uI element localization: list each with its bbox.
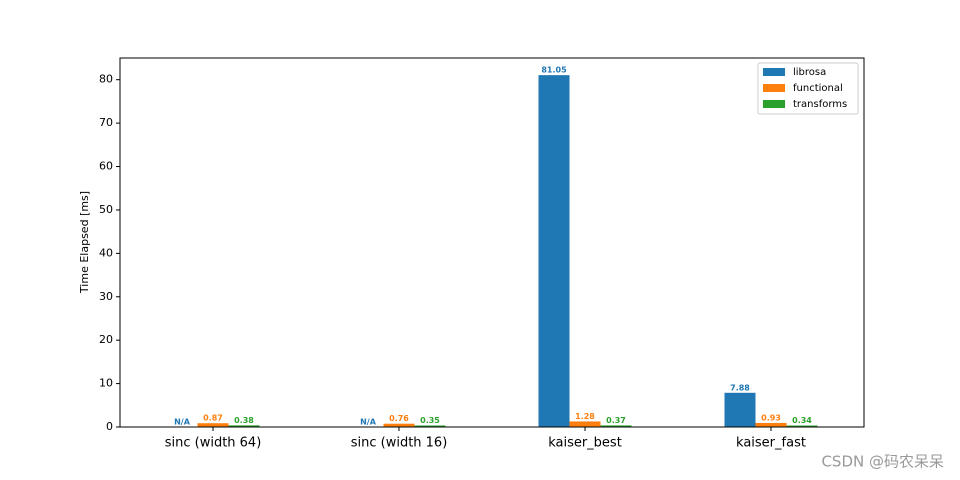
value-label: 7.88	[730, 383, 750, 392]
y-tick-label: 80	[99, 73, 113, 86]
legend-label: transforms	[793, 99, 847, 110]
bar	[755, 422, 787, 427]
value-label: 0.87	[203, 414, 223, 423]
value-label: N/A	[174, 418, 191, 427]
x-tick-label: sinc (width 64)	[165, 436, 262, 451]
bar	[538, 75, 570, 427]
value-label: 1.28	[575, 412, 595, 421]
bar	[600, 425, 632, 427]
legend-label: functional	[793, 83, 843, 94]
y-tick-label: 0	[106, 420, 113, 433]
watermark: CSDN @码农呆呆	[821, 453, 944, 471]
value-label: 0.76	[389, 414, 409, 423]
x-tick-label: kaiser_fast	[736, 436, 806, 451]
y-tick-label: 10	[99, 377, 113, 390]
value-label: 0.38	[234, 416, 254, 425]
y-tick-label: 40	[99, 246, 113, 259]
y-tick-label: 50	[99, 203, 113, 216]
y-tick-label: 20	[99, 333, 113, 346]
value-label: 0.93	[761, 413, 781, 422]
legend-swatch	[763, 68, 785, 76]
bar	[786, 425, 818, 427]
bar	[569, 421, 601, 427]
value-label: 0.35	[420, 416, 440, 425]
value-label: N/A	[360, 418, 377, 427]
bar	[724, 392, 756, 427]
legend-label: librosa	[793, 67, 826, 78]
legend-swatch	[763, 100, 785, 108]
y-tick-label: 70	[99, 116, 113, 129]
value-label: 0.37	[606, 416, 626, 425]
value-label: 81.05	[541, 66, 567, 75]
x-tick-label: kaiser_best	[548, 436, 622, 451]
legend-swatch	[763, 84, 785, 92]
plot-frame	[119, 57, 865, 428]
bar	[228, 425, 260, 427]
bar	[197, 423, 229, 427]
value-label: 0.34	[792, 416, 812, 425]
y-tick-label: 30	[99, 290, 113, 303]
x-tick-label: sinc (width 16)	[351, 436, 448, 451]
y-tick-label: 60	[99, 160, 113, 173]
bar	[383, 423, 415, 427]
y-axis-label: Time Elapsed [ms]	[78, 191, 91, 294]
bar	[414, 425, 446, 427]
